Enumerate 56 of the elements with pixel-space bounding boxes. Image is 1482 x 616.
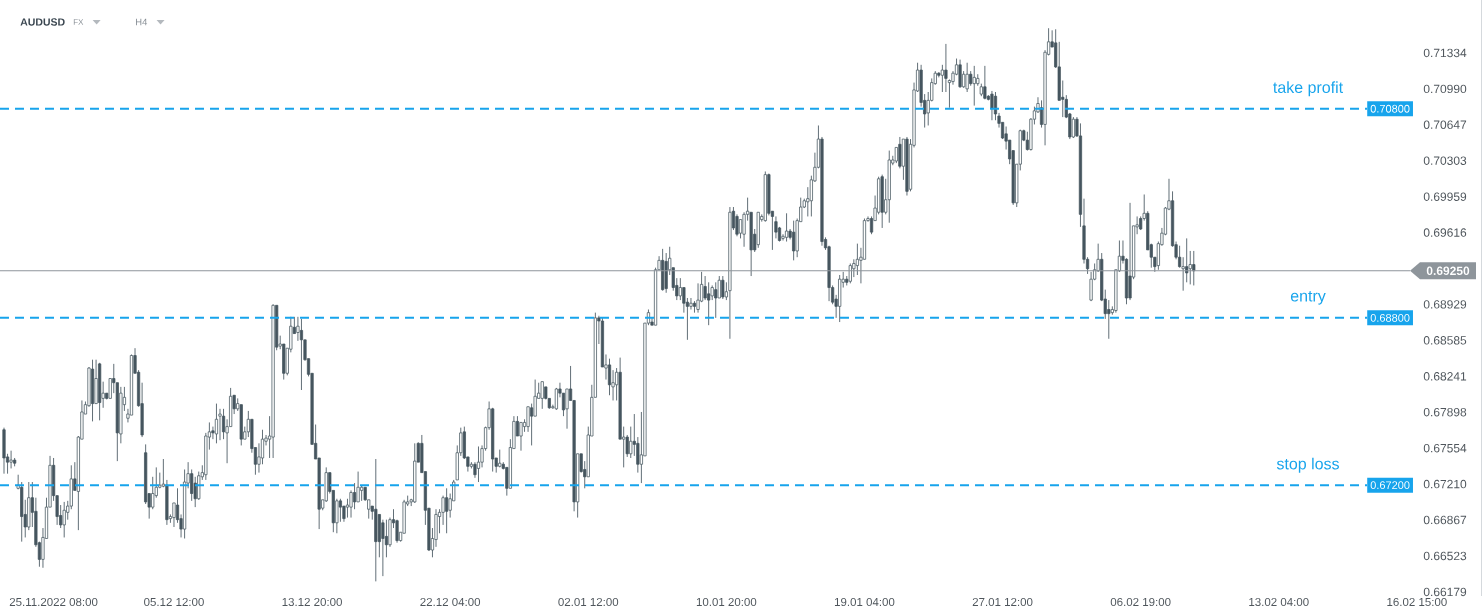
x-tick-label: 25.11.2022 08:00 [9,597,98,607]
annotation: FX [73,19,84,25]
y-tick-label: 0.70303 [1423,156,1467,165]
x-tick-label: 13.12 20:00 [282,597,342,607]
x-tick-label: 27.01 12:00 [972,597,1033,607]
annotation: 0.68800 [1370,313,1410,322]
y-tick-label: 0.70990 [1423,84,1467,94]
text: AUDUSD [20,18,65,26]
x-tick-label: 19.01 04:00 [834,597,895,607]
candlestick [1089,271,1093,302]
x-tick-label: 05.12 12:00 [144,597,204,607]
candlestick [1178,245,1182,269]
candlestick [9,450,13,469]
annotation: 0.69250 [1426,266,1470,276]
y-tick-label: 0.70647 [1423,120,1467,129]
x-tick-label: 02.01 12:00 [558,597,619,607]
y-tick-label: 0.68585 [1423,336,1467,345]
candlestick [689,297,693,310]
x-tick-label: 22.12 04:00 [420,597,481,607]
y-tick-label: 0.68241 [1423,372,1467,381]
y-tick-label: 0.67210 [1423,479,1467,489]
y-tick-label: 0.67554 [1423,443,1467,453]
y-tick-label: 0.69959 [1423,192,1467,201]
candlestick [445,487,449,534]
annotation: 0.70800 [1370,104,1410,113]
candlestick [299,318,304,391]
candlestick [990,90,994,121]
x-tick-label: 13.02 04:00 [1249,597,1309,607]
y-tick-label: 0.68929 [1423,300,1467,309]
candlestick [519,422,523,452]
candlestick [898,136,902,169]
candlestick [218,408,222,441]
candlestick [214,403,219,444]
candlestick [62,501,66,538]
annotation: H4 [135,18,148,26]
x-tick-label: 06.02 19:00 [1110,597,1171,607]
candlestick [352,482,357,510]
y-tick-label: 0.66523 [1423,551,1467,561]
ref-line-label: entry [1290,291,1326,305]
candlestick [944,43,948,93]
y-tick-label: 0.66179 [1423,587,1467,597]
y-tick-label: 0.67898 [1423,407,1467,417]
y-tick-label: 0.66867 [1423,515,1467,525]
candlestick [338,498,342,523]
candlestick [1192,250,1196,286]
ref-line-label: stop loss [1276,457,1339,473]
ref-line-label: take profit [1273,81,1343,97]
candlestick [714,281,718,319]
annotation: 0.67200 [1370,481,1410,490]
candlestick [678,277,682,301]
candlestick [565,388,569,430]
x-tick-label: 10.01 20:00 [696,597,757,607]
candlestick [607,358,612,396]
y-tick-label: 0.71334 [1423,48,1467,58]
y-tick-label: 0.69616 [1423,228,1467,237]
x-tick-label: 16.02 15:00 [1387,597,1447,607]
